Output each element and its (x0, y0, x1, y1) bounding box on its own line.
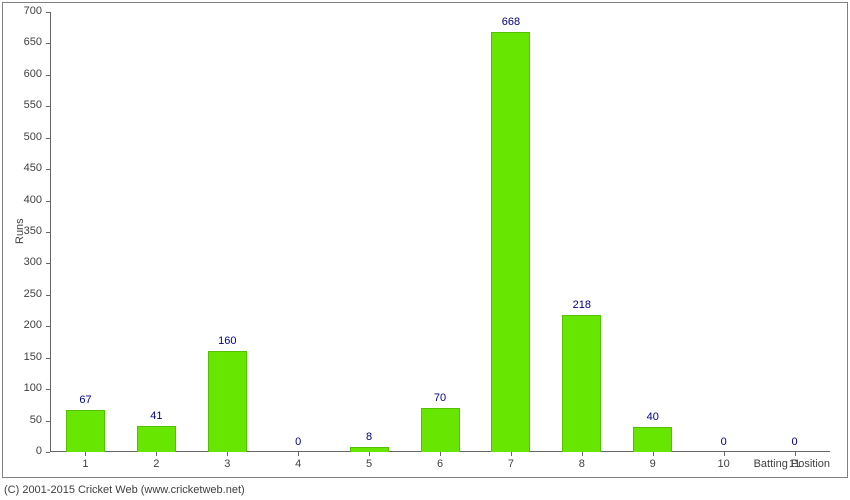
bar-value-label: 40 (628, 411, 678, 423)
ytick-label: 400 (12, 194, 42, 206)
bar (208, 351, 247, 452)
xtick-label: 9 (633, 458, 673, 470)
xtick-label: 4 (278, 458, 318, 470)
xtick-label: 6 (420, 458, 460, 470)
ytick-label: 500 (12, 131, 42, 143)
ytick-mark (46, 295, 50, 296)
plot-area (50, 12, 830, 452)
xtick-mark (369, 452, 370, 456)
xtick-mark (440, 452, 441, 456)
ytick-mark (46, 358, 50, 359)
ytick-label: 100 (12, 382, 42, 394)
bar-value-label: 0 (770, 436, 820, 448)
ytick-label: 250 (12, 288, 42, 300)
bar (562, 315, 601, 452)
bar-value-label: 70 (415, 392, 465, 404)
ytick-mark (46, 43, 50, 44)
bar (66, 410, 105, 452)
xtick-label: 2 (136, 458, 176, 470)
ytick-mark (46, 452, 50, 453)
ytick-mark (46, 138, 50, 139)
ytick-label: 450 (12, 162, 42, 174)
ytick-label: 650 (12, 36, 42, 48)
xtick-label: 7 (491, 458, 531, 470)
xtick-mark (795, 452, 796, 456)
ytick-mark (46, 169, 50, 170)
bar-value-label: 41 (131, 410, 181, 422)
bar (137, 426, 176, 452)
ytick-mark (46, 232, 50, 233)
bar-value-label: 218 (557, 299, 607, 311)
ytick-mark (46, 326, 50, 327)
ytick-label: 300 (12, 256, 42, 268)
bar (491, 32, 530, 452)
bar (421, 408, 460, 452)
bar-value-label: 8 (344, 431, 394, 443)
xtick-label: 5 (349, 458, 389, 470)
ytick-label: 700 (12, 5, 42, 17)
ytick-label: 150 (12, 351, 42, 363)
chart-container: Runs Batting Position (C) 2001-2015 Cric… (0, 0, 850, 500)
ytick-label: 550 (12, 99, 42, 111)
ytick-label: 350 (12, 225, 42, 237)
ytick-mark (46, 201, 50, 202)
xtick-mark (227, 452, 228, 456)
xtick-mark (582, 452, 583, 456)
ytick-mark (46, 263, 50, 264)
xtick-label: 10 (704, 458, 744, 470)
xtick-label: 3 (207, 458, 247, 470)
xtick-mark (653, 452, 654, 456)
bar (350, 447, 389, 452)
xtick-mark (156, 452, 157, 456)
ytick-label: 50 (12, 414, 42, 426)
ytick-mark (46, 75, 50, 76)
ytick-label: 200 (12, 319, 42, 331)
xtick-mark (85, 452, 86, 456)
xtick-label: 1 (65, 458, 105, 470)
footer-copyright: (C) 2001-2015 Cricket Web (www.cricketwe… (4, 484, 245, 496)
bar-value-label: 0 (273, 436, 323, 448)
ytick-mark (46, 421, 50, 422)
xtick-mark (511, 452, 512, 456)
ytick-label: 600 (12, 68, 42, 80)
ytick-label: 0 (12, 445, 42, 457)
xtick-mark (298, 452, 299, 456)
bar-value-label: 0 (699, 436, 749, 448)
xtick-label: 8 (562, 458, 602, 470)
bar-value-label: 160 (202, 335, 252, 347)
ytick-mark (46, 106, 50, 107)
bar-value-label: 668 (486, 16, 536, 28)
bar (633, 427, 672, 452)
ytick-mark (46, 389, 50, 390)
ytick-mark (46, 12, 50, 13)
xtick-label: 11 (775, 458, 815, 470)
bar-value-label: 67 (60, 394, 110, 406)
xtick-mark (724, 452, 725, 456)
